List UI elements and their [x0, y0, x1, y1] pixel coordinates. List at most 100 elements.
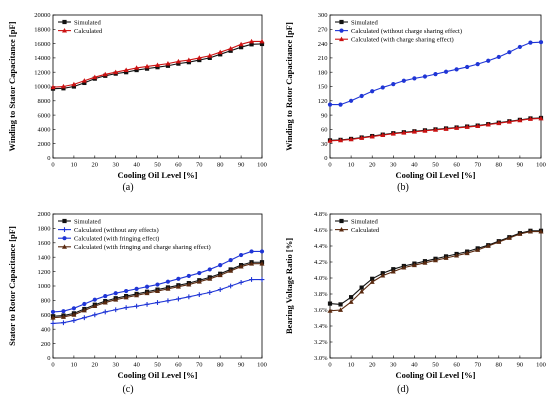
plot-frame — [52, 14, 263, 159]
x-tick-label: 10 — [71, 162, 78, 169]
data-point — [390, 269, 396, 274]
data-point — [433, 127, 438, 132]
series-1 — [327, 228, 544, 307]
data-point — [238, 263, 244, 269]
y-tick-label: 3.8% — [314, 291, 328, 298]
x-tick-label: 20 — [369, 362, 376, 369]
data-point — [369, 279, 375, 284]
x-tick-label: 20 — [92, 162, 99, 169]
data-point — [370, 276, 375, 281]
y-tick-label: 2000 — [38, 141, 51, 148]
x-tick-label: 60 — [453, 162, 460, 169]
series-2 — [50, 277, 265, 326]
x-tick-label: 0 — [51, 362, 54, 369]
data-point — [496, 54, 501, 60]
data-point — [165, 61, 171, 66]
x-tick-label: 10 — [348, 362, 355, 369]
data-point — [359, 289, 365, 294]
data-point — [486, 58, 491, 63]
data-point — [144, 284, 150, 289]
data-point — [123, 294, 129, 300]
panel-caption: (a) — [122, 182, 133, 193]
data-point — [359, 135, 365, 140]
data-point — [338, 102, 343, 107]
data-point — [238, 280, 244, 285]
data-point — [369, 133, 375, 139]
y-tick-label: 400 — [41, 326, 51, 333]
x-tick-label: 90 — [517, 162, 524, 169]
legend-marker — [62, 218, 67, 224]
data-point — [165, 63, 171, 68]
y-axis-label: Stator to Rotor Capacitance [pF] — [7, 226, 17, 346]
x-tick-label: 100 — [536, 162, 546, 169]
data-point — [144, 290, 150, 296]
x-tick-label: 50 — [432, 362, 439, 369]
y-tick-label: 200 — [41, 341, 51, 348]
data-point — [103, 293, 108, 299]
data-point — [207, 276, 213, 281]
data-point — [61, 309, 66, 314]
legend-marker — [62, 227, 67, 232]
y-tick-label: 4.2% — [314, 259, 328, 266]
data-point — [155, 62, 160, 67]
data-point — [113, 307, 119, 313]
y-tick-label: 1800 — [38, 226, 51, 233]
data-point — [165, 286, 171, 291]
y-tick-label: 8000 — [38, 98, 51, 105]
data-point — [218, 263, 223, 268]
x-tick-label: 30 — [112, 362, 119, 369]
data-point — [464, 124, 470, 129]
chart-panel-b: 0 10 20 30 40 50 60 70 80 90 100 0 30 60 90 120 150 180 21… — [284, 12, 546, 193]
data-point — [165, 298, 171, 304]
y-tick-label: 210 — [318, 55, 328, 62]
legend-marker — [62, 236, 67, 241]
series-3 — [327, 115, 544, 143]
y-tick-label: 150 — [318, 84, 328, 91]
data-point — [82, 301, 87, 307]
data-point — [155, 65, 160, 70]
series-line — [329, 231, 541, 312]
data-point — [359, 93, 364, 99]
series-2 — [327, 229, 544, 313]
data-point — [60, 83, 66, 89]
data-point — [433, 72, 438, 77]
chart-panel-c: 0 10 20 30 40 50 60 70 80 90 100020040060080010001… — [7, 211, 267, 395]
data-point — [92, 303, 98, 309]
data-point — [228, 257, 233, 263]
data-point — [517, 44, 523, 50]
x-tick-label: 50 — [154, 162, 161, 169]
data-point — [113, 291, 118, 296]
data-point — [186, 281, 192, 287]
y-tick-label: 18000 — [34, 27, 50, 34]
y-tick-label: 3.6% — [314, 307, 328, 314]
x-tick-label: 80 — [496, 162, 503, 169]
data-point — [218, 52, 223, 57]
data-point — [249, 277, 254, 282]
data-point — [82, 80, 87, 86]
data-point — [197, 270, 202, 276]
data-point — [144, 63, 150, 69]
data-point — [228, 283, 234, 289]
x-tick-label: 90 — [238, 162, 245, 169]
legend: Simulated Calculated — [335, 218, 380, 234]
data-point — [327, 102, 333, 107]
data-point — [176, 276, 181, 281]
data-point — [175, 284, 181, 289]
y-tick-label: 14000 — [34, 55, 50, 62]
data-point — [238, 41, 244, 47]
data-point — [507, 50, 512, 55]
legend-entry: Simulated — [351, 19, 378, 26]
data-point — [50, 315, 56, 320]
legend-entry: Calculated (with fringing effect) — [74, 236, 159, 243]
series-3 — [50, 249, 265, 315]
data-point — [370, 89, 375, 94]
data-point — [443, 69, 449, 74]
data-point — [228, 48, 233, 53]
data-point — [207, 55, 212, 60]
data-point — [71, 312, 77, 317]
y-tick-label: 12000 — [34, 69, 50, 76]
data-point — [485, 122, 491, 127]
y-tick-label: 60 — [321, 127, 328, 134]
data-point — [165, 279, 171, 284]
data-point — [134, 292, 140, 298]
